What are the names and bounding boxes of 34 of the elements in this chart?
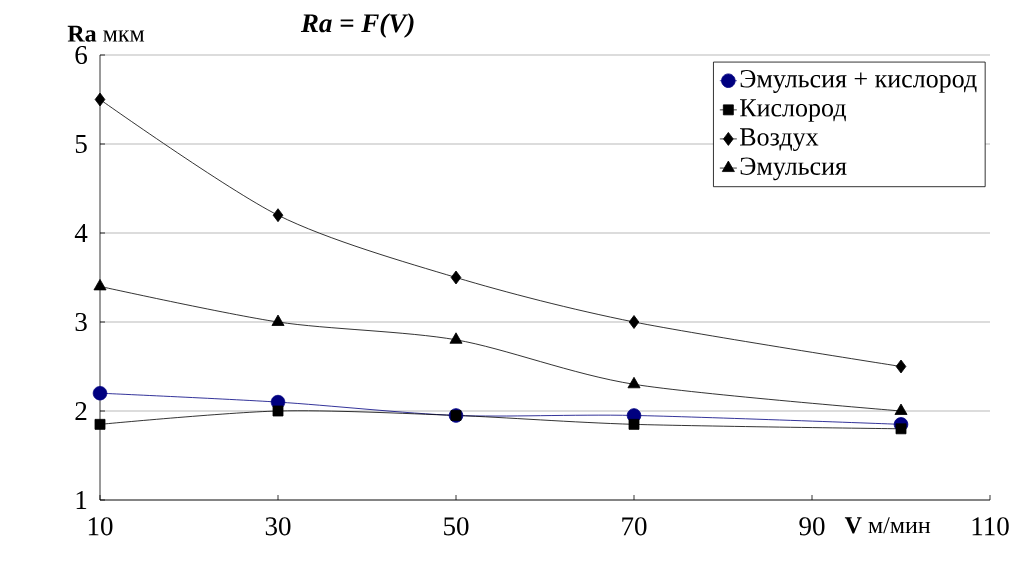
point — [627, 376, 641, 389]
x-tick-label: 50 — [444, 517, 469, 536]
y-tick-label: 4 — [74, 224, 88, 242]
point — [271, 314, 285, 326]
y-tick-label: 5 — [75, 135, 87, 153]
point — [894, 403, 908, 415]
point — [449, 332, 463, 344]
chart-title: Ra = F(V) — [300, 13, 414, 38]
x-tick-label: 90 — [799, 517, 825, 536]
point — [94, 418, 106, 430]
point — [895, 423, 907, 435]
point — [628, 418, 640, 430]
point — [272, 405, 284, 417]
point — [272, 208, 284, 223]
legend-label: Эмульсия — [740, 157, 847, 181]
x-axis-title: V м/мин — [844, 517, 931, 534]
point — [93, 279, 107, 291]
point — [628, 315, 640, 329]
x-tick-label: 70 — [622, 517, 647, 536]
point — [94, 92, 106, 107]
legend-label: Эмульсия + кислород — [740, 70, 977, 93]
x-tick-label: 10 — [88, 517, 113, 536]
legend-label: Кислород — [739, 99, 846, 122]
y-tick-label: 2 — [75, 402, 87, 420]
point — [92, 386, 108, 401]
legend-label: Воздух — [739, 128, 819, 152]
point — [895, 359, 907, 374]
y-tick-label: 6 — [75, 45, 88, 65]
x-tick-label: 30 — [265, 517, 291, 536]
y-axis-title: Ra мкм — [67, 25, 145, 42]
x-tick-label: 110 — [972, 517, 1009, 536]
y-tick-label: 3 — [75, 312, 87, 332]
y-tick-label: 1 — [76, 491, 87, 509]
point — [450, 270, 462, 285]
